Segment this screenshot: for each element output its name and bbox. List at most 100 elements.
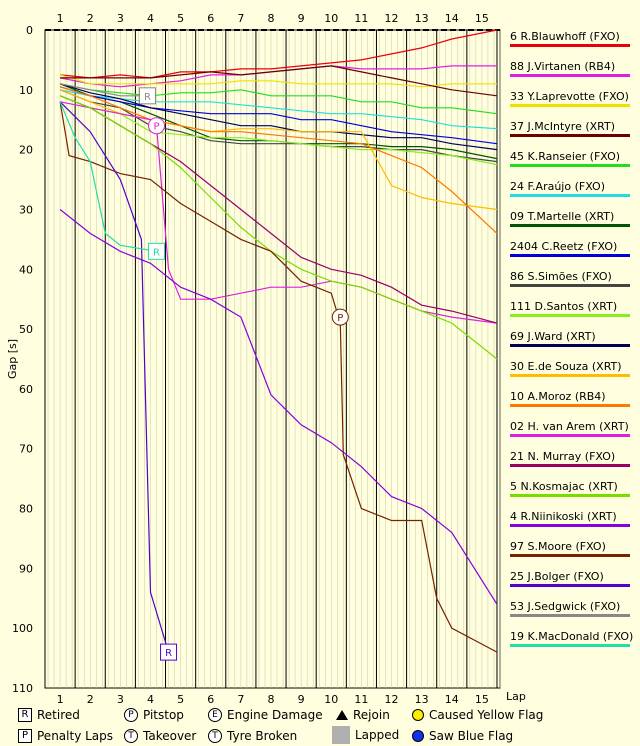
key-blue-flag: Saw Blue Flag: [412, 729, 513, 743]
legend-entry: 5 N.Kosmajac (XRT): [510, 480, 618, 493]
series-line-21: [59, 101, 157, 252]
y-tick-label: 50: [19, 323, 33, 336]
series-line-3: [59, 74, 497, 88]
y-axis-label: Gap [s]: [6, 339, 19, 379]
legend-swatch: [510, 494, 630, 497]
key-penalty: P Penalty Laps: [18, 729, 113, 743]
yellow-flag-icon: [412, 709, 424, 721]
legend-entry: 37 J.McIntyre (XRT): [510, 120, 616, 133]
series-line-19: [59, 101, 170, 653]
legend-swatch: [510, 284, 630, 287]
key-lapped: Lapped: [332, 726, 399, 744]
legend-entry: 33 Y.Laprevotte (FXO): [510, 90, 629, 103]
legend-swatch: [510, 614, 630, 617]
marker-label: R: [165, 648, 172, 659]
x-tick-label-top: 6: [207, 12, 214, 25]
legend-swatch: [510, 464, 630, 467]
x-tick-label-top: 1: [57, 12, 64, 25]
legend-entry: 09 T.Martelle (XRT): [510, 210, 615, 223]
x-tick-label-bottom: 6: [207, 693, 214, 706]
legend-entry: 4 R.Niinikoski (XRT): [510, 510, 617, 523]
legend-entry: 97 S.Moore (FXO): [510, 540, 606, 553]
x-tick-label-top: 5: [177, 12, 184, 25]
legend-swatch: [510, 164, 630, 167]
legend-entry: 24 F.Araújo (FXO): [510, 180, 605, 193]
retired-marker: [160, 643, 178, 661]
takeover-icon: T: [124, 729, 138, 743]
retired-marker: [147, 242, 165, 260]
legend-entry: 2404 C.Reetz (FXO): [510, 240, 618, 253]
legend-swatch: [510, 254, 630, 257]
series-line-20: [59, 83, 148, 97]
x-tick-label-bottom: 3: [117, 693, 124, 706]
series-line-5: [59, 83, 498, 115]
x-tick-label-bottom: 12: [385, 693, 399, 706]
legend-swatch: [510, 314, 630, 317]
x-tick-label-top: 8: [267, 12, 274, 25]
y-tick-label: 70: [19, 443, 33, 456]
retired-marker: [138, 87, 156, 105]
legend-swatch: [510, 554, 630, 557]
x-tick-label-bottom: 2: [87, 693, 94, 706]
y-tick-label: 60: [19, 383, 33, 396]
x-tick-label-bottom: 8: [267, 693, 274, 706]
key-yellow-flag: Caused Yellow Flag: [412, 708, 543, 722]
pitstop-icon: P: [124, 708, 138, 722]
legend-swatch: [510, 134, 630, 137]
y-tick-label: 80: [19, 503, 33, 516]
legend-entry: 45 K.Ranseier (FXO): [510, 150, 621, 163]
x-tick-label-top: 7: [237, 12, 244, 25]
series-line-13: [59, 86, 498, 234]
x-tick-label-bottom: 9: [298, 693, 305, 706]
legend-swatch: [510, 104, 630, 107]
x-tick-label-bottom: 1: [57, 693, 64, 706]
x-tick-label-bottom: 13: [415, 693, 429, 706]
key-tyre-broken: T Tyre Broken: [208, 729, 297, 743]
x-axis-label: Lap: [506, 690, 526, 703]
lapped-icon: [332, 726, 350, 744]
legend-entry: 111 D.Santos (XRT): [510, 300, 618, 313]
series-line-11: [59, 83, 498, 151]
rejoin-icon: [336, 710, 348, 720]
key-pitstop: P Pitstop: [124, 708, 184, 722]
legend-swatch: [510, 344, 630, 347]
x-tick-label-bottom: 4: [147, 693, 154, 706]
legend-entry: 30 E.de Souza (XRT): [510, 360, 622, 373]
x-tick-label-bottom: 7: [237, 693, 244, 706]
y-tick-label: 100: [12, 622, 33, 635]
penalty-icon: P: [18, 729, 32, 743]
x-tick-label-top: 9: [298, 12, 305, 25]
legend-swatch: [510, 644, 630, 647]
y-tick-label: 20: [19, 144, 33, 157]
legend-swatch: [510, 74, 630, 77]
tyre-broken-icon: T: [208, 729, 222, 743]
series-line-8: [59, 86, 498, 145]
y-tick-label: 0: [26, 24, 33, 37]
blue-flag-icon: [412, 730, 424, 742]
x-tick-label-bottom: 10: [324, 693, 338, 706]
legend-swatch: [510, 194, 630, 197]
legend-entry: 10 A.Moroz (RB4): [510, 390, 606, 403]
legend-swatch: [510, 434, 630, 437]
x-tick-label-bottom: 15: [475, 693, 489, 706]
series-line-10: [59, 95, 498, 166]
series-line-9: [59, 89, 498, 163]
y-tick-label: 10: [19, 84, 33, 97]
x-tick-label-top: 10: [324, 12, 338, 25]
legend-swatch: [510, 224, 630, 227]
key-retired: R Retired: [18, 708, 80, 722]
x-tick-label-top: 12: [385, 12, 399, 25]
legend-entry: 02 H. van Arem (XRT): [510, 420, 629, 433]
x-tick-label-top: 15: [475, 12, 489, 25]
x-tick-label-top: 4: [147, 12, 154, 25]
legend-entry: 19 K.MacDonald (FXO): [510, 630, 634, 643]
x-tick-label-top: 11: [354, 12, 368, 25]
x-tick-label-top: 2: [87, 12, 94, 25]
engine-damage-icon: E: [208, 708, 222, 722]
pitstop-marker: [331, 308, 349, 326]
x-tick-label-top: 13: [415, 12, 429, 25]
x-tick-label-bottom: 5: [177, 693, 184, 706]
legend-swatch: [510, 374, 630, 377]
marker-label: P: [337, 313, 343, 324]
series-line-4: [60, 65, 498, 97]
